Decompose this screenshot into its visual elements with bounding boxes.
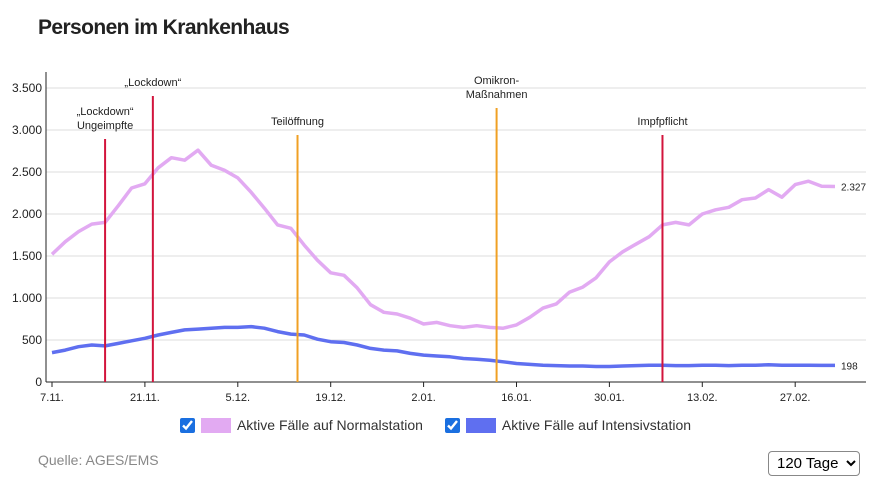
series-line xyxy=(50,148,836,330)
legend-checkbox[interactable] xyxy=(444,417,460,433)
x-tick-label: 27.02. xyxy=(780,392,811,404)
event-label: Impfpflicht xyxy=(637,116,687,128)
x-tick-label: 13.02. xyxy=(687,392,718,404)
event-label: Omikron- xyxy=(474,75,520,87)
y-tick-label: 500 xyxy=(22,333,42,347)
x-tick-label: 30.01. xyxy=(594,392,625,404)
y-tick-label: 3.500 xyxy=(12,81,42,95)
x-tick-label: 16.01. xyxy=(501,392,532,404)
event-label: „Lockdown“ xyxy=(124,77,181,89)
event-label: Maßnahmen xyxy=(466,89,528,101)
x-tick-label: 19.12. xyxy=(315,392,346,404)
legend-swatch xyxy=(200,417,231,433)
x-tick-label: 5.12. xyxy=(226,392,250,404)
value-label: 198 xyxy=(841,361,858,372)
chart: Personen im Krankenhaus 0 500 1.000 1.500 2.… xyxy=(12,16,866,404)
y-tick-label: 1.500 xyxy=(12,249,42,263)
x-tick-label: 7.11. xyxy=(40,392,64,404)
y-tick-label: 0 xyxy=(35,375,42,389)
x-tick-label: 2.01. xyxy=(411,392,435,404)
y-tick-label: 2.000 xyxy=(12,207,42,221)
x-tick-label: 21.11. xyxy=(130,392,160,404)
legend-label: Aktive Fälle auf Intensivstation xyxy=(501,417,692,433)
y-tick-label: 2.500 xyxy=(12,165,42,179)
range-select[interactable]: 120 Tage xyxy=(768,451,860,476)
event-label: Ungeimpfte xyxy=(77,120,133,132)
legend-label: Aktive Fälle auf Normalstation xyxy=(236,417,423,433)
event-label: „Lockdown“ xyxy=(77,106,134,118)
y-tick-label: 3.000 xyxy=(12,123,42,137)
source: Quelle: AGES/EMS xyxy=(38,452,159,468)
legend-swatch xyxy=(465,417,496,433)
chart-title: Personen im Krankenhaus xyxy=(38,16,289,39)
legend-item[interactable]: Aktive Fälle auf Normalstation xyxy=(179,417,423,433)
y-tick-label: 1.000 xyxy=(12,291,42,305)
legend-checkbox[interactable] xyxy=(179,417,195,433)
series-line xyxy=(51,324,835,369)
legend-item[interactable]: Aktive Fälle auf Intensivstation xyxy=(444,417,692,433)
event-label: Teilöffnung xyxy=(271,116,324,128)
value-label: 2.327 xyxy=(841,183,866,194)
legend: Aktive Fälle auf Normalstation Aktive Fäl… xyxy=(0,417,871,433)
